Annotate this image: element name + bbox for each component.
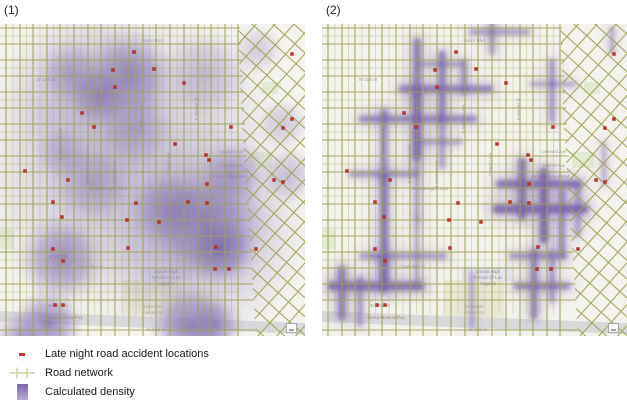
svg-text:Francis Ave: Francis Ave — [543, 163, 565, 168]
accident-marker-icon — [19, 352, 25, 356]
accident-points-layer — [345, 50, 616, 307]
svg-text:Santa Monica Fwy: Santa Monica Fwy — [367, 315, 405, 320]
attribution-toggle-icon[interactable] — [608, 323, 619, 333]
legend-label-accidents: Late night road accident locations — [45, 348, 209, 360]
svg-text:Venice Blvd: Venice Blvd — [463, 38, 486, 43]
svg-text:Leeward Ave: Leeward Ave — [542, 149, 567, 154]
svg-text:Loyola High: Loyola High — [154, 269, 179, 274]
svg-text:Loyola High: Loyola High — [476, 269, 501, 274]
legend: Late night road accident locations Road … — [6, 346, 209, 400]
svg-text:Angeles: Angeles — [480, 281, 497, 286]
legend-label-density: Calculated density — [45, 386, 135, 398]
svg-text:Santa Monica Fwy: Santa Monica Fwy — [45, 315, 83, 320]
svg-text:School Of Los: School Of Los — [474, 275, 504, 280]
legend-item-roads: Road network — [6, 365, 209, 381]
svg-text:Cemetery: Cemetery — [142, 310, 163, 315]
svg-text:S Menlo Ave: S Menlo Ave — [488, 152, 493, 176]
panel-2-label: (2) — [326, 3, 341, 17]
attribution-toggle-icon[interactable] — [286, 323, 297, 333]
legend-item-density: Calculated density — [6, 384, 209, 400]
legend-icon-cell — [6, 352, 38, 356]
svg-text:Cemetery: Cemetery — [464, 310, 485, 315]
svg-text:W 22nd St: W 22nd St — [370, 303, 390, 308]
density-swatch-icon — [16, 384, 28, 400]
legend-label-roads: Road network — [45, 367, 113, 379]
legend-icon-cell — [6, 367, 38, 379]
svg-text:Rosedale: Rosedale — [142, 304, 162, 309]
svg-text:Angeles: Angeles — [158, 281, 175, 286]
svg-text:School Of Los: School Of Los — [152, 275, 182, 280]
accident-points-layer — [23, 50, 294, 307]
calculated-density-layer — [0, 24, 305, 336]
calculated-density-layer — [322, 24, 618, 332]
svg-text:W 12th St: W 12th St — [359, 77, 378, 82]
svg-text:S Hoover St: S Hoover St — [516, 97, 521, 120]
panel-1-label: (1) — [4, 3, 19, 17]
legend-icon-cell — [6, 384, 38, 400]
road-network-icon — [9, 367, 35, 379]
svg-text:Rosedale: Rosedale — [464, 304, 484, 309]
legend-item-accidents: Late night road accident locations — [6, 346, 209, 362]
